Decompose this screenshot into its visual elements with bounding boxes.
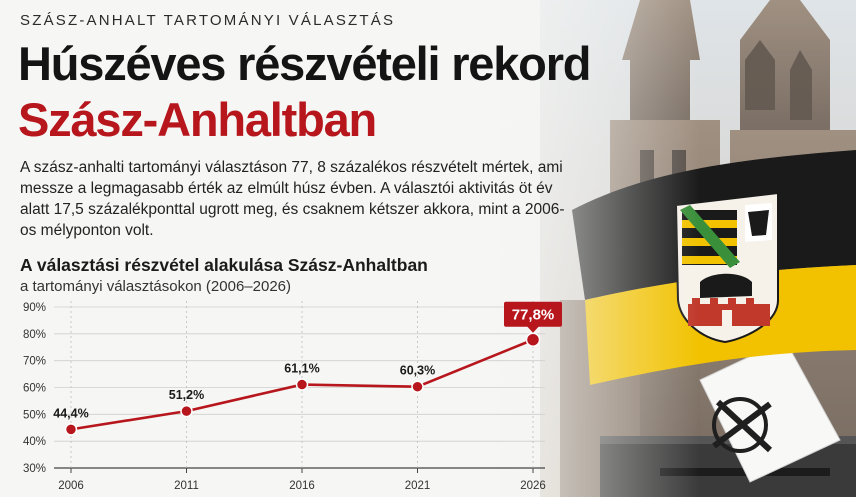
x-tick-label: 2006 — [58, 480, 84, 492]
highlight-label-pointer — [527, 326, 539, 333]
kicker: SZÁSZ-ANHALT TARTOMÁNYI VÁLASZTÁS — [20, 12, 396, 29]
x-tick-label: 2011 — [174, 480, 199, 492]
x-tick-label: 2021 — [405, 480, 431, 492]
chart-grid — [54, 301, 545, 469]
headline-line-2: Szász-Anhaltban — [18, 93, 377, 146]
x-tick-label: 2016 — [289, 480, 315, 492]
chart-subtitle: a tartományi választásokon (2006–2026) — [20, 278, 291, 295]
chart-title: A választási részvétel alakulása Szász-A… — [20, 255, 428, 275]
data-point — [525, 332, 541, 347]
chart-axes: 30% 40% 50% 60% 70% 80% 90% 2006 2011 2016 2021 202… — [23, 302, 546, 492]
y-tick-label: 90% — [23, 302, 46, 314]
y-tick-label: 30% — [23, 463, 46, 475]
data-point — [295, 378, 309, 391]
y-tick-label: 50% — [23, 409, 46, 421]
highlight-label-box — [504, 301, 562, 327]
data-point — [411, 380, 424, 393]
data-label: 44,4% — [53, 406, 88, 420]
data-label: 51,2% — [169, 388, 204, 402]
data-label: 61,1% — [284, 362, 319, 376]
lede-paragraph: A szász-anhalti tartományi választáson 7… — [20, 159, 565, 239]
headline-line-1: Húszéves részvételi rekord — [18, 37, 591, 90]
y-tick-label: 40% — [23, 436, 46, 448]
y-tick-label: 70% — [23, 356, 46, 368]
data-point — [180, 404, 193, 418]
chart-series — [64, 332, 541, 436]
chart-data-labels: 44,4% 51,2% 61,1% 60,3% 77,8% — [53, 301, 562, 420]
data-label-highlight: 77,8% — [512, 307, 555, 324]
data-label: 60,3% — [400, 364, 435, 378]
y-tick-label: 60% — [23, 383, 46, 395]
y-tick-label: 80% — [23, 329, 46, 341]
data-point — [64, 423, 78, 436]
x-tick-label: 2026 — [520, 480, 546, 492]
